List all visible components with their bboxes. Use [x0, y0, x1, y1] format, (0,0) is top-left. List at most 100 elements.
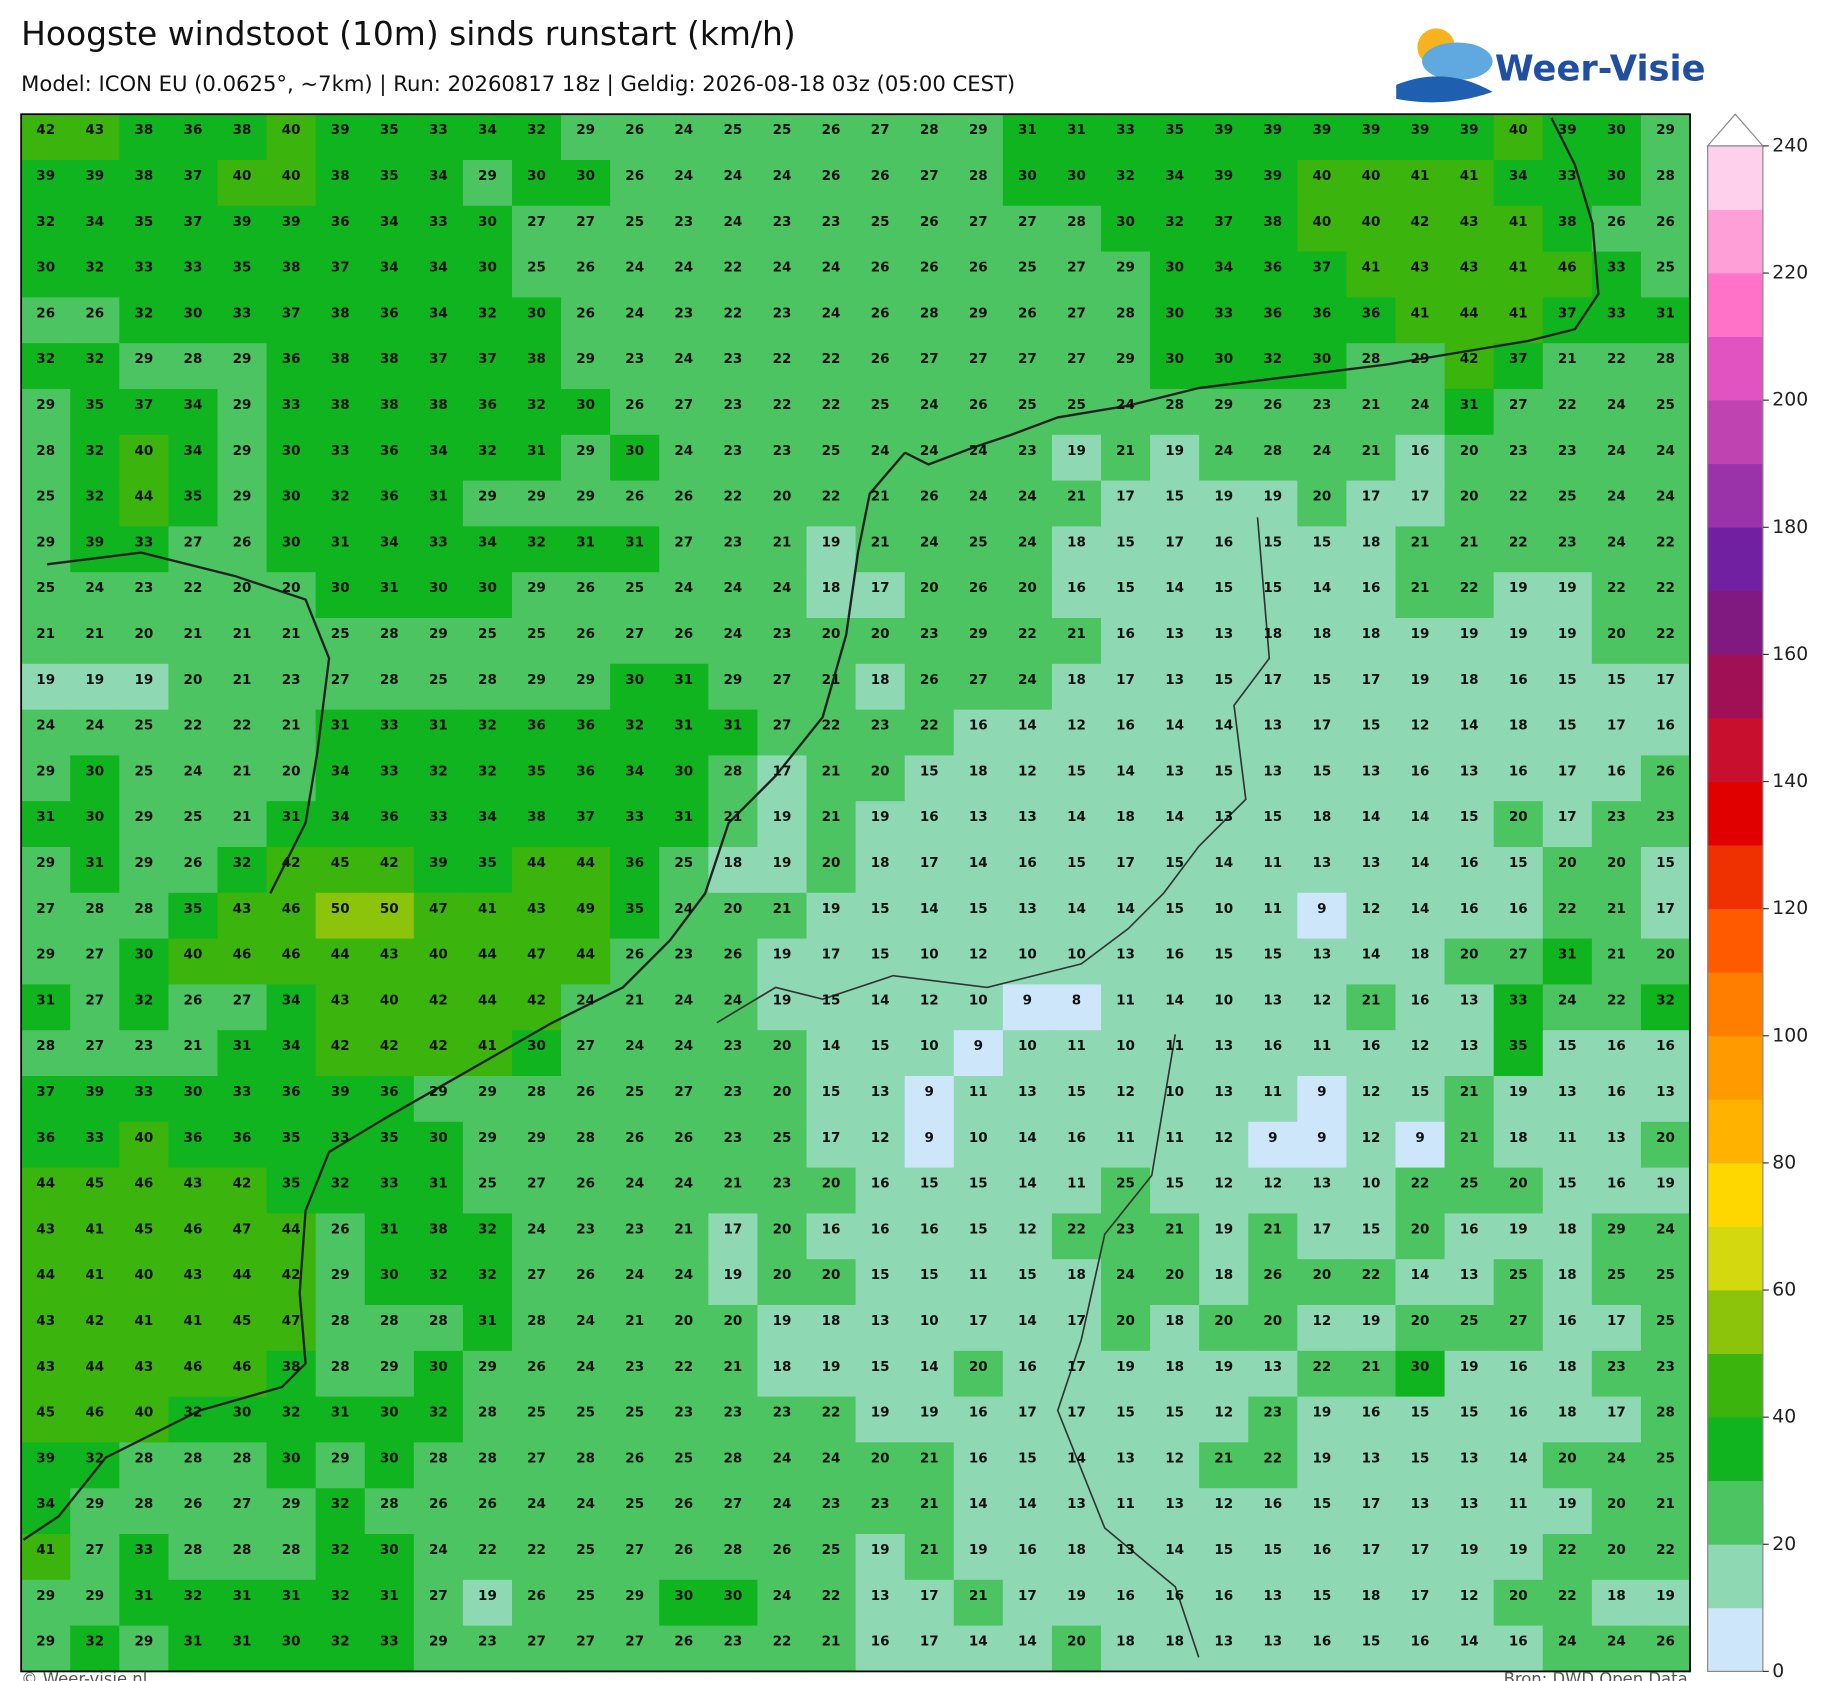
wind-cell	[1493, 617, 1544, 665]
wind-cell	[1002, 801, 1053, 848]
colorbar-tick-label: 0	[1772, 1661, 1784, 1681]
wind-cell	[1640, 480, 1691, 528]
wind-value: 37	[1214, 214, 1233, 230]
wind-value: 39	[1214, 168, 1233, 184]
wind-value: 28	[282, 1542, 301, 1558]
wind-cell	[511, 617, 562, 665]
wind-value: 29	[36, 855, 55, 871]
wind-value: 46	[85, 1405, 104, 1421]
wind-value: 23	[920, 626, 939, 642]
wind-cell	[462, 755, 513, 802]
wind-value: 28	[184, 1450, 203, 1466]
wind-value: 16	[1362, 1038, 1381, 1054]
wind-cell	[70, 388, 121, 436]
wind-cell	[708, 846, 759, 894]
wind-value: 40	[134, 443, 153, 459]
wind-value: 26	[969, 580, 988, 596]
wind-value: 37	[478, 351, 497, 367]
wind-cell	[904, 205, 955, 253]
wind-value: 35	[625, 901, 644, 917]
wind-value: 27	[871, 122, 890, 138]
wind-value: 35	[233, 260, 252, 276]
wind-value: 25	[871, 214, 890, 230]
wind-value: 30	[1116, 214, 1135, 230]
wind-value: 9	[1317, 1084, 1326, 1100]
colorbar-band	[1707, 336, 1763, 401]
wind-value: 33	[429, 122, 448, 138]
wind-cell	[70, 205, 121, 253]
wind-value: 42	[380, 855, 399, 871]
wind-value: 21	[625, 1313, 644, 1329]
wind-cell	[413, 801, 464, 848]
wind-cell	[1542, 480, 1593, 528]
wind-value: 32	[134, 305, 153, 321]
wind-value: 41	[478, 901, 497, 917]
wind-value: 14	[969, 1634, 988, 1650]
wind-value: 21	[822, 672, 841, 688]
wind-cell	[266, 114, 317, 161]
wind-value: 37	[1312, 260, 1331, 276]
wind-value: 14	[1214, 718, 1233, 734]
wind-value: 19	[1411, 672, 1430, 688]
wind-cell	[904, 526, 955, 573]
wind-value: 24	[1214, 443, 1233, 459]
wind-value: 24	[1607, 489, 1626, 505]
wind-cell	[708, 709, 759, 757]
wind-value: 49	[576, 901, 595, 917]
colorbar-band	[1707, 1035, 1763, 1100]
wind-cell	[610, 755, 660, 802]
wind-value: 32	[478, 1267, 497, 1283]
wind-cell	[1346, 114, 1397, 161]
wind-value: 19	[1509, 1084, 1528, 1100]
wind-value: 28	[36, 1038, 55, 1054]
wind-value: 29	[429, 1084, 448, 1100]
wind-cell	[1150, 572, 1200, 619]
wind-value: 22	[674, 1359, 693, 1375]
wind-value: 26	[674, 626, 693, 642]
wind-cell	[315, 846, 366, 894]
wind-cell	[1051, 480, 1102, 528]
wind-cell	[1248, 663, 1299, 711]
wind-value: 43	[36, 1221, 55, 1237]
wind-cell	[1640, 617, 1691, 665]
wind-cell	[315, 801, 366, 848]
wind-cell	[1346, 709, 1397, 757]
wind-value: 40	[1312, 214, 1331, 230]
wind-value: 12	[1263, 1176, 1282, 1192]
colorbar-tick-label: 80	[1772, 1152, 1796, 1173]
wind-value: 14	[1411, 809, 1430, 825]
wind-cell	[1150, 617, 1200, 665]
wind-value: 21	[36, 626, 55, 642]
wind-value: 24	[773, 1450, 792, 1466]
wind-cell	[1542, 388, 1593, 436]
wind-value: 38	[380, 351, 399, 367]
wind-value: 18	[1509, 1130, 1528, 1146]
wind-value: 24	[723, 214, 742, 230]
wind-cell	[119, 343, 170, 390]
wind-value: 30	[1607, 122, 1626, 138]
wind-value: 21	[969, 1588, 988, 1604]
wind-value: 17	[1067, 1313, 1086, 1329]
wind-cell	[511, 755, 562, 802]
wind-value: 23	[723, 1038, 742, 1054]
wind-cell	[168, 434, 219, 482]
wind-cell	[21, 297, 71, 344]
wind-value: 35	[85, 397, 104, 413]
wind-value: 14	[1018, 1176, 1037, 1192]
wind-cell	[364, 572, 415, 619]
wind-value: 30	[625, 443, 644, 459]
wind-value: 31	[380, 1588, 399, 1604]
wind-value: 15	[1116, 1405, 1135, 1421]
wind-value: 19	[773, 809, 792, 825]
wind-value: 27	[920, 351, 939, 367]
wind-value: 12	[1411, 1038, 1430, 1054]
wind-value: 10	[1362, 1176, 1381, 1192]
wind-cell	[1395, 572, 1446, 619]
wind-value: 13	[969, 809, 988, 825]
wind-cell	[364, 434, 415, 482]
wind-value: 37	[1558, 305, 1577, 321]
wind-cell	[1444, 205, 1495, 253]
wind-value: 39	[1214, 122, 1233, 138]
wind-value: 34	[331, 809, 350, 825]
wind-cell	[1051, 434, 1102, 482]
